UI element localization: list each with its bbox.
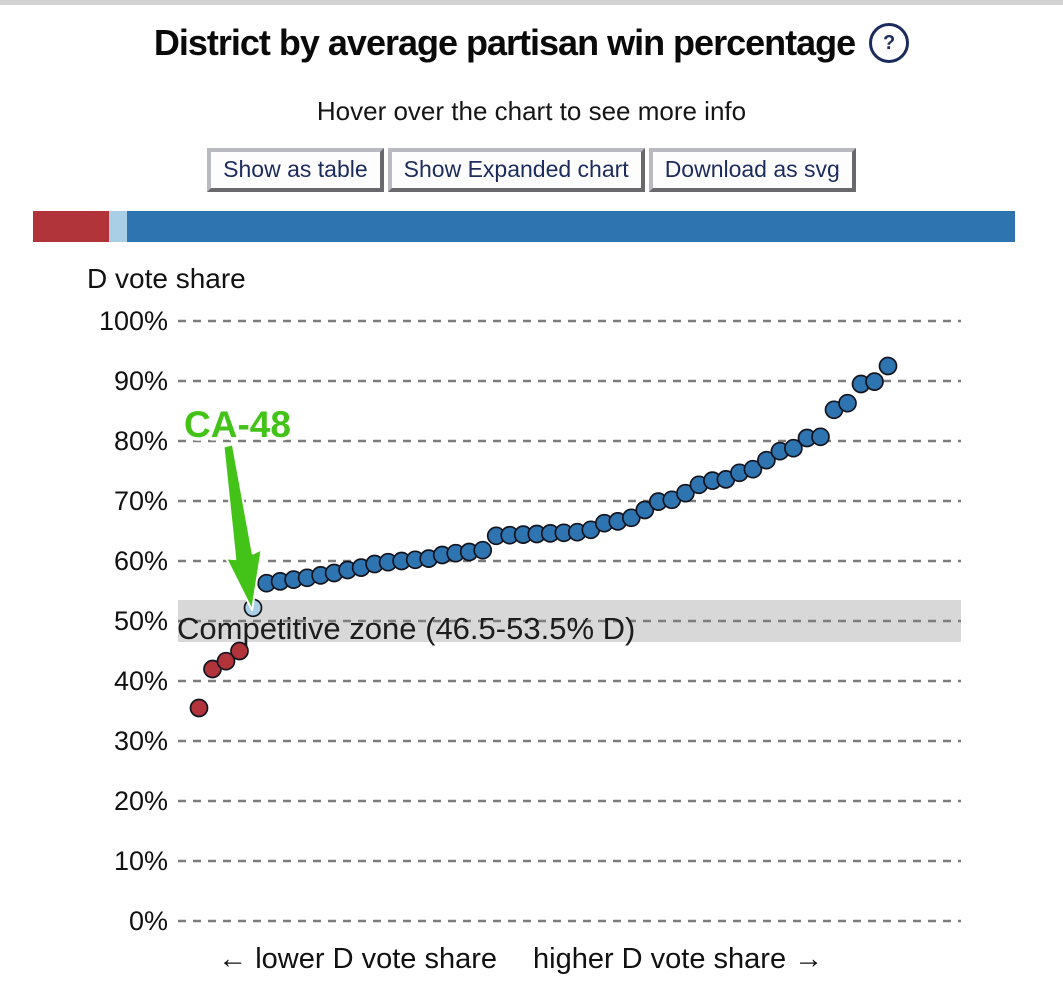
help-icon[interactable]: ? — [869, 23, 910, 63]
y-tick-label: 0% — [129, 906, 168, 936]
x-axis-label-left: ← lower D vote share — [218, 943, 497, 975]
y-tick-label: 40% — [114, 666, 168, 696]
y-tick-label: 10% — [114, 846, 168, 876]
y-tick-label: 50% — [114, 606, 168, 636]
y-tick-label: 80% — [114, 426, 168, 456]
top-edge-strip — [0, 0, 1063, 5]
page-title: District by average partisan win percent… — [153, 22, 856, 63]
district-dot[interactable] — [811, 427, 830, 447]
district-dot[interactable] — [784, 438, 803, 458]
bar-segment-democratic-leaning[interactable] — [127, 211, 1015, 242]
subtitle: Hover over the chart to see more info — [316, 96, 747, 126]
chart-area: Competitive zone (46.5-53.5% D) CA-48 D … — [0, 255, 1063, 1000]
district-dot[interactable] — [230, 641, 249, 661]
y-tick-label: 90% — [114, 366, 168, 396]
district-dot[interactable] — [757, 450, 776, 470]
district-dot[interactable] — [473, 540, 493, 560]
district-dot[interactable] — [676, 483, 695, 503]
distribution-bar[interactable] — [33, 211, 1015, 242]
ca48-arrow-icon — [222, 443, 263, 612]
download-as-svg-button[interactable]: Download as svg — [648, 148, 856, 192]
question-mark-glyph: ? — [883, 31, 896, 54]
competitive-zone-label: Competitive zone (46.5-53.5% D) — [177, 611, 635, 646]
y-tick-label: 60% — [114, 546, 168, 576]
district-dot[interactable] — [743, 459, 763, 479]
y-axis-title: D vote share — [87, 263, 246, 294]
district-dot[interactable] — [216, 651, 236, 671]
toolbar: Show as table Show Expanded chart Downlo… — [0, 148, 1063, 192]
scatter-chart[interactable]: Competitive zone (46.5-53.5% D) CA-48 D … — [0, 255, 1063, 1000]
district-dot[interactable] — [878, 356, 898, 376]
show-expanded-chart-button[interactable]: Show Expanded chart — [387, 148, 645, 192]
y-tick-label: 100% — [99, 306, 168, 336]
bar-segment-competitive[interactable] — [108, 211, 128, 242]
bar-segment-republican-leaning[interactable] — [33, 211, 109, 242]
y-tick-label: 30% — [114, 726, 168, 756]
title-row: District by average partisan win percent… — [0, 22, 1063, 64]
ca48-label: CA-48 — [184, 404, 291, 445]
y-tick-label: 20% — [114, 786, 168, 816]
district-dot[interactable] — [865, 372, 884, 391]
district-dot[interactable] — [189, 698, 209, 718]
y-tick-label: 70% — [114, 486, 168, 516]
show-as-table-button[interactable]: Show as table — [207, 148, 384, 192]
x-axis-label-right: higher D vote share → — [533, 943, 823, 975]
district-dot[interactable] — [838, 393, 857, 413]
district-dot[interactable] — [635, 500, 655, 520]
